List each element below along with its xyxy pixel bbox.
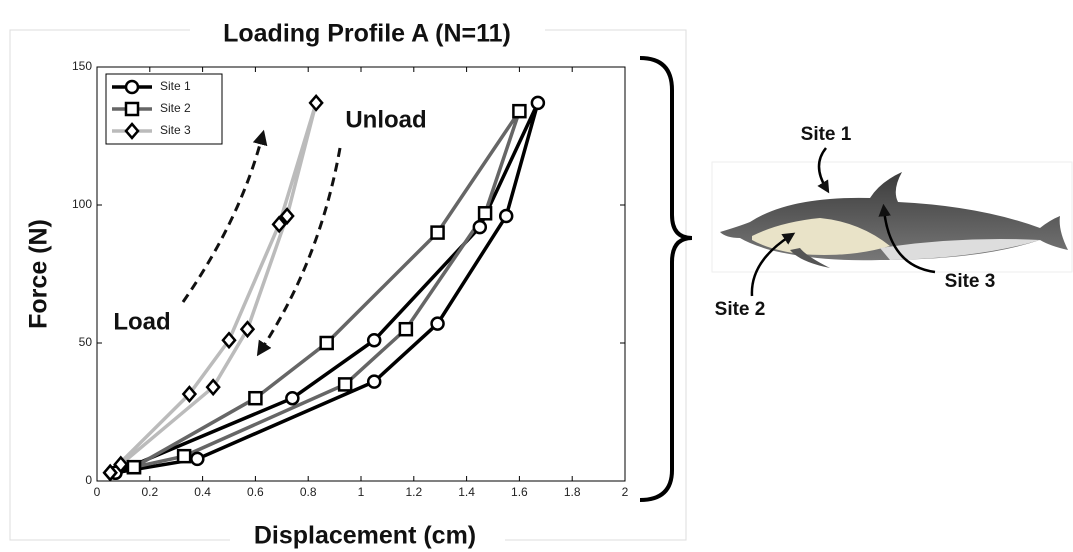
marker [398, 321, 414, 337]
site-arrow [817, 147, 830, 194]
x-axis-label: Displacement (cm) [254, 522, 476, 550]
legend-label: Site 2 [160, 101, 191, 115]
marker [308, 93, 324, 112]
x-tick-label: 1 [358, 485, 365, 499]
y-tick-label: 0 [85, 473, 92, 487]
x-tick-label: 1.2 [405, 485, 422, 499]
marker [271, 215, 287, 234]
legend-marker [124, 79, 140, 95]
site-arrow [750, 232, 796, 297]
x-tick-label: 1.4 [458, 485, 475, 499]
marker [102, 463, 118, 482]
chart-title: Loading Profile A (N=11) [223, 20, 511, 48]
marker [285, 390, 300, 406]
legend-label: Site 3 [160, 123, 191, 137]
annotation: Load [113, 308, 170, 335]
marker [248, 390, 263, 406]
site-label: Site 3 [945, 271, 996, 292]
marker [430, 316, 445, 331]
y-tick-label: 150 [72, 59, 92, 73]
marker [176, 448, 192, 464]
marker [319, 335, 334, 351]
marker [366, 332, 382, 348]
y-tick-label: 100 [72, 197, 92, 211]
legend-marker [124, 122, 140, 140]
x-tick-label: 2 [622, 485, 629, 499]
marker [190, 451, 205, 467]
x-tick-label: 0.8 [300, 485, 317, 499]
x-tick-label: 0.2 [141, 485, 158, 499]
site-label: Site 2 [715, 299, 766, 320]
dolphin [720, 172, 1068, 268]
marker [498, 208, 514, 224]
x-tick-label: 0.4 [194, 485, 211, 499]
series-line [108, 102, 318, 475]
marker [181, 385, 198, 403]
xlabel-bg [230, 520, 505, 552]
y-axis-label: Force (N) [25, 219, 53, 329]
x-tick-label: 1.8 [564, 485, 581, 499]
marker [113, 455, 129, 474]
legend-label: Site 1 [160, 79, 191, 93]
series-line [114, 102, 540, 475]
legend-marker [124, 101, 140, 117]
brace [639, 56, 693, 502]
marker [477, 206, 493, 221]
title-bg [190, 12, 545, 50]
marker [126, 459, 142, 475]
marker [205, 378, 221, 397]
marker [337, 377, 353, 392]
marker [279, 207, 295, 225]
unload-arrow [256, 147, 342, 357]
series-line [133, 110, 522, 469]
marker [530, 95, 546, 111]
x-tick-label: 0.6 [247, 485, 264, 499]
marker [221, 331, 237, 350]
x-tick-label: 0 [94, 485, 101, 499]
marker [366, 374, 382, 389]
marker [472, 219, 488, 235]
y-tick-label: 50 [79, 335, 93, 349]
annotation: Unload [345, 106, 426, 133]
site-arrow [878, 203, 936, 274]
marker [239, 320, 256, 339]
site-label: Site 1 [801, 124, 852, 145]
load-arrow [181, 129, 268, 303]
x-tick-label: 1.6 [511, 485, 528, 499]
marker [430, 225, 445, 240]
marker [512, 103, 527, 119]
